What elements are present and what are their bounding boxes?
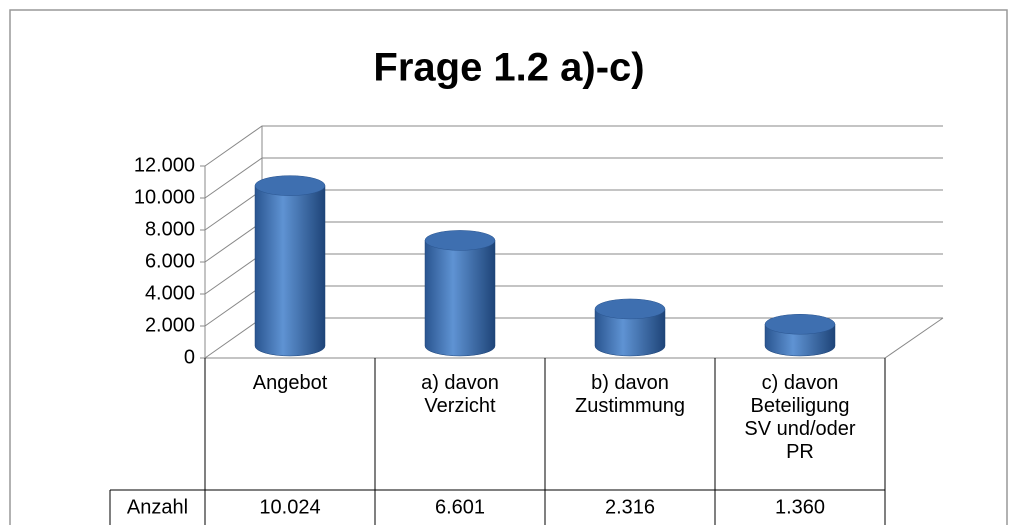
category-label: a) davon Verzicht: [421, 372, 499, 417]
cylinder-body: [254, 185, 326, 357]
cylinder-top: [764, 313, 836, 335]
y-tick-label: 2.000: [145, 314, 195, 336]
cylinder-top: [254, 175, 326, 196]
y-tick-label: 8.000: [145, 218, 195, 240]
category-label: Angebot: [252, 372, 328, 394]
value-label: 2.316: [605, 496, 655, 518]
y-tick-label: 4.000: [145, 282, 195, 304]
grid-line: [204, 157, 943, 199]
chart-title: Frage 1.2 a)-c): [373, 46, 644, 90]
cylinder-body: [594, 308, 666, 357]
y-tick-label: 10.000: [134, 186, 195, 208]
frame: [9, 9, 1008, 525]
cylinder-top: [424, 230, 496, 251]
y-tick-label: 12.000: [134, 154, 195, 176]
y-tick-label: 6.000: [145, 250, 195, 272]
value-label: 10.024: [259, 496, 320, 518]
cylinder-top: [594, 298, 666, 320]
table-lines: [109, 358, 886, 525]
value-label: 6.601: [435, 496, 485, 518]
row-label: Anzahl: [127, 496, 188, 518]
y-tick-label: 0: [184, 346, 195, 368]
value-label: 1.360: [775, 496, 825, 518]
grid-line: [204, 125, 943, 167]
category-label: c) davon Beteiligung SV und/oder PR: [744, 372, 856, 463]
cylinder-body: [424, 240, 496, 357]
category-label: b) davon Zustimmung: [574, 372, 686, 417]
